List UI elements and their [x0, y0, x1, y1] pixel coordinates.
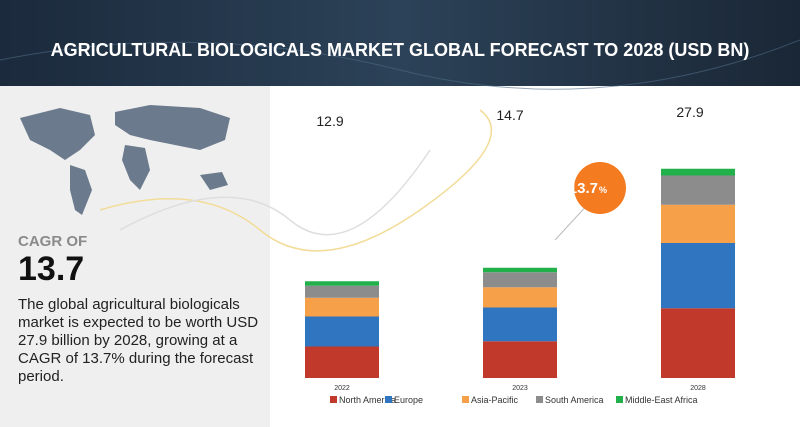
x-tick-label: 2023: [512, 385, 528, 392]
bar-segment: [305, 285, 379, 298]
bar-segment: [661, 243, 735, 309]
legend-swatch: [462, 396, 469, 403]
legend-swatch: [385, 396, 392, 403]
legend-label: Middle-East Africa: [625, 395, 698, 405]
bar-segment: [305, 297, 379, 317]
bar-segment: [483, 341, 557, 378]
bar-segment: [661, 168, 735, 176]
bar-segment: [305, 316, 379, 347]
badge-value: 13.7: [569, 180, 598, 197]
decorative-curve: [99, 109, 493, 252]
badge-unit: %: [599, 185, 607, 195]
legend-label: Asia-Pacific: [471, 395, 519, 405]
bar-segment: [483, 272, 557, 288]
x-tick-label: 2028: [690, 385, 706, 392]
legend-swatch: [330, 396, 337, 403]
bar-segment: [661, 308, 735, 378]
cagr-badge: [574, 162, 626, 214]
legend-swatch: [536, 396, 543, 403]
total-label: 27.9: [676, 104, 703, 120]
bar-segment: [305, 281, 379, 286]
decorative-curve: [119, 149, 431, 236]
header-decoration: [0, 39, 800, 90]
bar-segment: [661, 204, 735, 243]
description: The global agricultural biologicals mark…: [18, 296, 259, 385]
total-label: 12.9: [316, 113, 343, 129]
chart-title: AGRICULTURAL BIOLOGICALS MARKET GLOBAL F…: [51, 40, 750, 60]
bar-segment: [305, 346, 379, 378]
bar-segment: [661, 175, 735, 205]
legend-label: Europe: [394, 395, 423, 405]
legend-label: North America: [339, 395, 396, 405]
x-tick-label: 2022: [334, 385, 350, 392]
bar-segment: [483, 267, 557, 273]
cagr-label: CAGR OF: [18, 233, 87, 250]
bar-segment: [483, 287, 557, 308]
legend-label: South America: [545, 395, 604, 405]
cagr-value: 13.7: [18, 250, 84, 288]
bar-segment: [483, 307, 557, 342]
legend-swatch: [616, 396, 623, 403]
total-label: 14.7: [496, 107, 523, 123]
world-map: [20, 105, 230, 215]
